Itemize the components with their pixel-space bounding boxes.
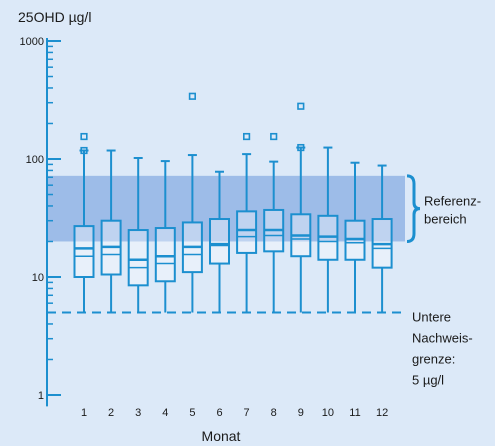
box-month-2 [100, 149, 122, 313]
box-month-11 [344, 161, 366, 313]
box-month-4 [154, 160, 176, 313]
y-tick-label: 10 [32, 272, 44, 284]
box-month-6 [209, 170, 230, 313]
detection-limit-label: Untere [412, 310, 451, 325]
annotations: Referenz-bereich Untere Nachweis-grenze: 5 … [406, 174, 481, 388]
box-month-5 [181, 92, 203, 313]
box-month-1 [73, 132, 95, 313]
detection-limit-label: 5 µg/l [412, 373, 444, 388]
x-tick-label: 7 [244, 407, 250, 419]
detection-limit-label: grenze: [412, 352, 455, 367]
x-tick-label: 2 [108, 407, 114, 419]
box-iqr [127, 229, 149, 287]
box-iqr [73, 225, 95, 278]
box-iqr [344, 219, 366, 261]
outlier-point [297, 102, 305, 110]
outlier-point [270, 132, 278, 141]
box-iqr [154, 227, 176, 283]
outlier-point [297, 143, 305, 152]
box-month-10 [317, 146, 339, 313]
outlier-point [80, 146, 88, 155]
box-month-9 [290, 102, 312, 313]
y-axis-title: 25OHD µg/l [18, 9, 91, 25]
y-tick-label: 1000 [20, 36, 44, 48]
box-month-8 [263, 132, 285, 313]
box-iqr [236, 210, 258, 254]
box-month-12 [371, 164, 393, 313]
box-iqr [209, 218, 230, 265]
x-tick-label: 9 [298, 407, 304, 419]
reference-range-label: bereich [424, 212, 467, 227]
x-tick-label: 8 [271, 407, 277, 419]
x-tick-label: 6 [216, 407, 222, 419]
x-tick-label: 12 [376, 407, 388, 419]
outlier-point [188, 92, 197, 100]
box-month-3 [127, 156, 149, 313]
x-axis-title: Monat [202, 428, 241, 444]
y-tick-label: 1 [38, 390, 44, 402]
x-tick-label: 11 [349, 407, 360, 419]
x-tick-label: 1 [81, 407, 87, 419]
x-tick-label: 10 [322, 407, 334, 419]
boxes-layer [73, 92, 393, 313]
x-tick-label: 4 [162, 407, 168, 419]
detection-limit-label: Nachweis- [412, 331, 473, 346]
box-month-7 [236, 132, 258, 313]
outlier-point [80, 132, 88, 141]
y-tick-label: 100 [26, 154, 44, 166]
outlier-point [243, 132, 251, 141]
x-tick-label: 3 [135, 407, 141, 419]
x-tick-labels: 1 2 3 4 5 6 7 8 9 10 11 12 [81, 407, 388, 419]
reference-range-brace [406, 174, 421, 243]
reference-range-label: Referenz- [424, 194, 481, 209]
x-tick-label: 5 [189, 407, 195, 419]
y-axis: 1 10 100 1000 [20, 36, 61, 407]
